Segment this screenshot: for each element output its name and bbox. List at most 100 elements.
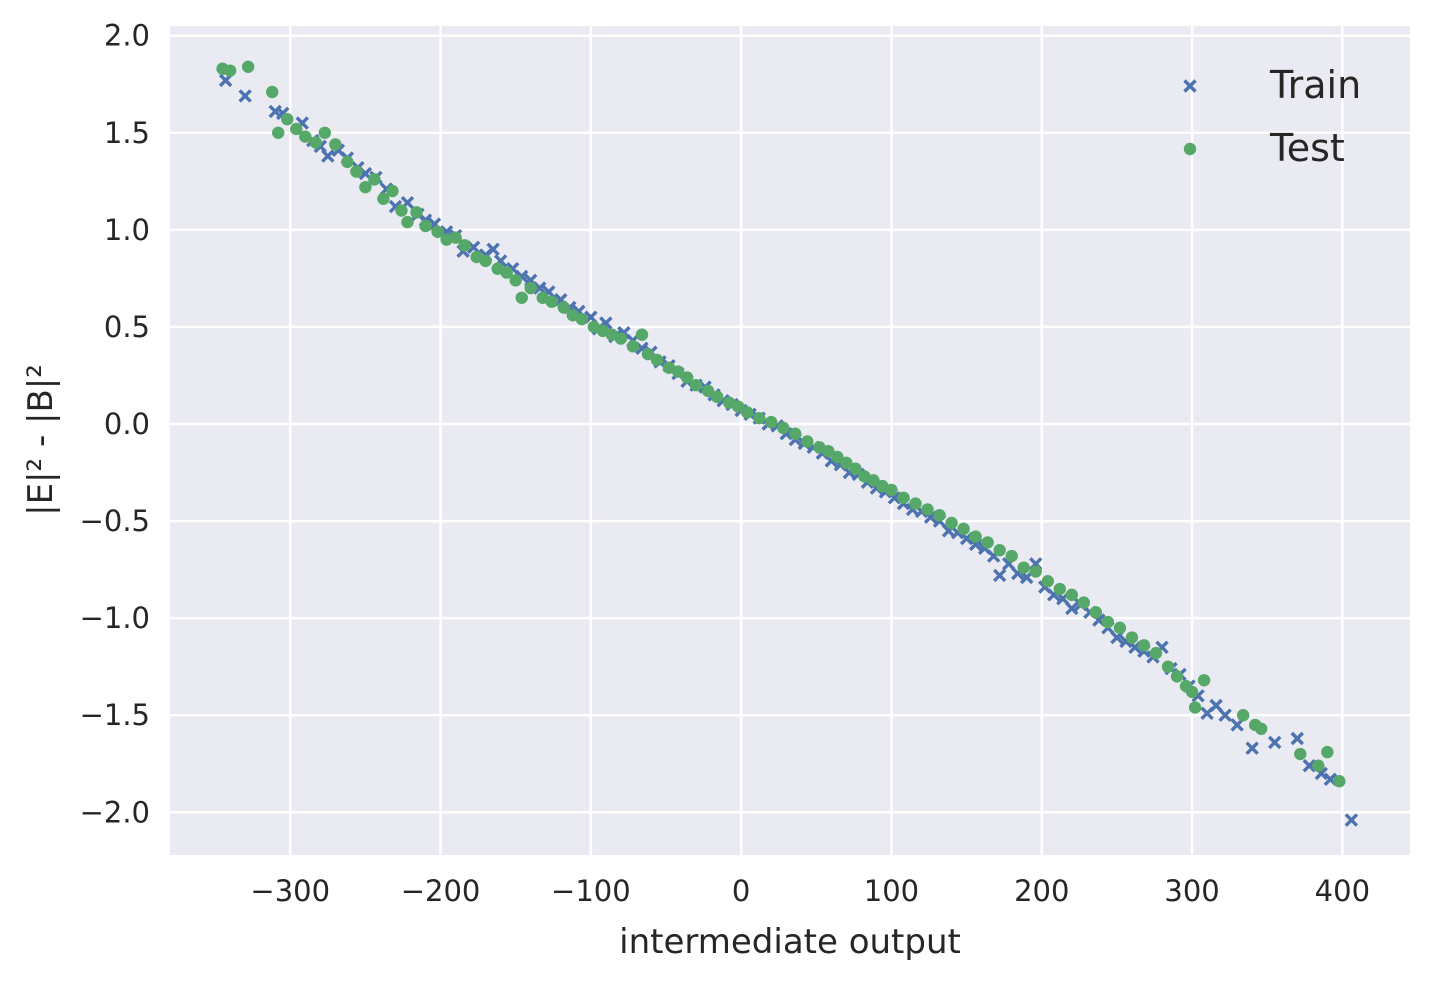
- test-point: [933, 509, 946, 522]
- y-tick-label: 1.0: [104, 213, 150, 247]
- test-point: [545, 295, 558, 308]
- test-point: [822, 444, 835, 458]
- train-point: [238, 89, 252, 103]
- y-tick-label: 0.0: [104, 407, 150, 441]
- y-tick-label: 1.5: [104, 116, 150, 150]
- test-point: [368, 173, 381, 186]
- test-point: [1170, 670, 1184, 683]
- test-point: [1236, 709, 1250, 722]
- train-point: [486, 242, 500, 256]
- test-point: [969, 530, 982, 543]
- test-point: [957, 522, 970, 536]
- test-point: [701, 384, 715, 398]
- test-point: [849, 462, 862, 475]
- train-point: [1290, 731, 1304, 746]
- test-point: [479, 254, 492, 268]
- test-point: [395, 204, 408, 217]
- x-tick-label: 200: [1014, 874, 1069, 908]
- test-point: [1089, 606, 1103, 619]
- test-point: [1125, 631, 1139, 644]
- x-tick-labels: −300 −200 −100 0 100 200 300 400: [250, 874, 1370, 908]
- test-point: [777, 421, 790, 435]
- test-point: [1312, 759, 1325, 772]
- test-point: [1161, 660, 1175, 673]
- legend-dot-marker: [1183, 142, 1197, 156]
- test-point: [1029, 565, 1042, 578]
- legend-marker-test: [1183, 142, 1197, 156]
- legend-label-test: Test: [1269, 126, 1345, 170]
- test-point: [1188, 701, 1202, 714]
- test-point: [431, 225, 444, 238]
- train-point: [1230, 718, 1244, 732]
- test-point: [1005, 549, 1018, 563]
- test-point: [449, 231, 462, 244]
- y-tick-label: −1.0: [80, 601, 150, 635]
- test-point: [575, 312, 589, 326]
- test-point: [1041, 575, 1054, 588]
- test-point: [350, 165, 363, 178]
- test-point: [1101, 615, 1115, 629]
- test-point: [290, 122, 303, 136]
- test-point: [897, 491, 910, 504]
- test-point: [509, 274, 522, 287]
- legend-label-train: Train: [1269, 63, 1361, 107]
- test-point: [341, 155, 354, 169]
- test-point: [1321, 745, 1334, 759]
- test-point: [524, 281, 537, 295]
- test-point: [266, 85, 279, 99]
- y-axis-label: |E|² - |B|²: [21, 364, 61, 516]
- test-point: [1113, 621, 1127, 635]
- test-point: [909, 497, 922, 510]
- test-point: [831, 450, 844, 464]
- train-point: [1209, 698, 1223, 713]
- x-tick-label: 100: [864, 874, 919, 908]
- test-point: [1197, 674, 1211, 687]
- test-point: [614, 332, 628, 345]
- test-point: [223, 64, 237, 77]
- test-point: [401, 215, 414, 229]
- test-point: [309, 136, 322, 149]
- train-point: [992, 568, 1007, 583]
- test-point: [789, 427, 802, 440]
- test-point: [765, 415, 778, 429]
- test-point: [867, 474, 880, 487]
- test-point: [1137, 639, 1151, 652]
- legend: Train Test: [1183, 63, 1361, 170]
- test-point: [1077, 596, 1091, 609]
- test-point: [241, 60, 255, 73]
- test-point: [272, 126, 285, 139]
- test-point: [801, 435, 814, 448]
- y-tick-label: 2.0: [104, 19, 150, 53]
- test-point: [515, 291, 528, 305]
- test-point: [1294, 747, 1307, 761]
- train-point: [1245, 741, 1259, 755]
- test-point: [626, 340, 640, 353]
- x-tick-label: −200: [401, 874, 481, 908]
- test-point: [752, 411, 766, 425]
- grid-lines: [170, 26, 1410, 855]
- x-tick-label: −300: [250, 874, 330, 908]
- test-point: [671, 365, 685, 378]
- y-tick-label: 0.5: [104, 310, 150, 344]
- test-point: [1053, 582, 1066, 596]
- test-point: [329, 138, 342, 151]
- y-tick-labels: 2.0 1.5 1.0 0.5 0.0 −0.5 −1.0 −1.5 −2.0: [80, 19, 150, 830]
- test-point: [1185, 685, 1199, 699]
- test-point: [731, 400, 745, 413]
- x-tick-label: 0: [732, 874, 750, 908]
- train-point: [321, 149, 335, 163]
- legend-x-marker: [1183, 79, 1197, 93]
- test-point: [458, 239, 471, 252]
- test-point: [318, 126, 332, 139]
- test-point: [299, 130, 312, 143]
- train-point: [1344, 813, 1359, 827]
- test-point: [840, 456, 853, 470]
- x-tick-label: 300: [1164, 874, 1219, 908]
- data-points: [216, 60, 1359, 827]
- test-point: [710, 390, 724, 404]
- test-point: [885, 483, 898, 497]
- legend-marker-train: [1183, 79, 1197, 93]
- plot-background: [170, 26, 1410, 855]
- y-tick-label: −1.5: [80, 698, 150, 732]
